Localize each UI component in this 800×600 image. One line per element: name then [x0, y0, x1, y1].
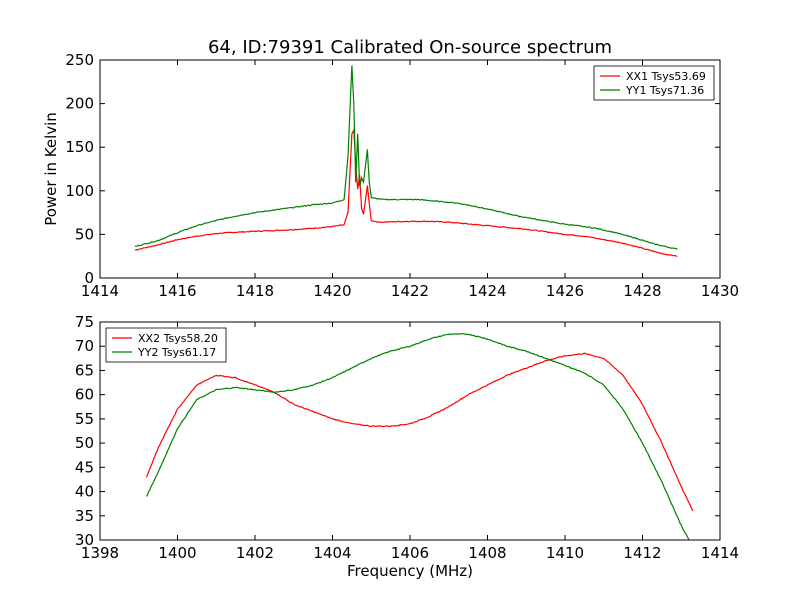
- x-tick-label: 1424: [468, 282, 506, 300]
- y-tick-label: 70: [75, 337, 94, 355]
- x-axis-label: Frequency (MHz): [347, 562, 473, 580]
- x-tick-label: 1420: [313, 282, 351, 300]
- y-tick-label: 60: [75, 386, 94, 404]
- x-tick-label: 1414: [81, 282, 119, 300]
- x-tick-label: 1410: [546, 544, 584, 562]
- y-tick-label: 100: [65, 182, 94, 200]
- y-tick-label: 35: [75, 507, 94, 525]
- y-tick-label: 50: [75, 225, 94, 243]
- y-tick-label: 200: [65, 95, 94, 113]
- x-tick-label: 1402: [236, 544, 274, 562]
- x-tick-label: 1408: [468, 544, 506, 562]
- chart-title: 64, ID:79391 Calibrated On-source spectr…: [208, 37, 612, 58]
- legend-box: [593, 65, 715, 101]
- x-tick-label: 1426: [546, 282, 584, 300]
- y-tick-label: 250: [65, 51, 94, 69]
- y-tick-label: 30: [75, 531, 94, 549]
- y-tick-label: 150: [65, 138, 94, 156]
- legend-label: XX2 Tsys58.20: [138, 332, 218, 345]
- y-tick-label: 65: [75, 361, 94, 379]
- y-tick-label: 75: [75, 313, 94, 331]
- x-tick-label: 1422: [391, 282, 429, 300]
- y-axis-label: Power in Kelvin: [42, 112, 60, 226]
- series-line: [134, 65, 678, 250]
- x-tick-label: 1428: [623, 282, 661, 300]
- y-tick-label: 0: [84, 269, 94, 287]
- y-tick-label: 40: [75, 483, 94, 501]
- x-tick-label: 1400: [158, 544, 196, 562]
- x-tick-label: 1406: [391, 544, 429, 562]
- legend-box: [105, 327, 227, 363]
- x-tick-label: 1412: [623, 544, 661, 562]
- legend-label: YY2 Tsys61.17: [137, 346, 216, 359]
- x-tick-label: 1418: [236, 282, 274, 300]
- y-tick-label: 45: [75, 458, 94, 476]
- legend-label: XX1 Tsys53.69: [626, 70, 706, 83]
- series-line: [134, 127, 678, 257]
- ticks-group-top: 1414 1416 1418 1420 1422 1424 1426 1428 1430 0 50 1…: [65, 51, 739, 300]
- x-tick-label: 1414: [701, 544, 739, 562]
- x-tick-label: 1430: [701, 282, 739, 300]
- series-line: [145, 333, 690, 541]
- series-group-top: [134, 65, 678, 257]
- series-group-bottom: [145, 333, 694, 541]
- x-tick-label: 1398: [81, 544, 119, 562]
- x-tick-label: 1404: [313, 544, 351, 562]
- chart-top: 64, ID:79391 Calibrated On-source spectr…: [42, 37, 739, 300]
- chart-bottom: 1398 1400 1402 1404 1406 1408 1410 1412 1414 30 35…: [75, 313, 739, 580]
- plot-frame-bottom: [99, 321, 721, 541]
- x-tick-label: 1416: [158, 282, 196, 300]
- series-line: [145, 352, 694, 512]
- y-tick-label: 50: [75, 434, 94, 452]
- legend-label: YY1 Tsys71.36: [625, 84, 704, 97]
- plot-frame-top: [99, 59, 721, 279]
- y-tick-label: 55: [75, 410, 94, 428]
